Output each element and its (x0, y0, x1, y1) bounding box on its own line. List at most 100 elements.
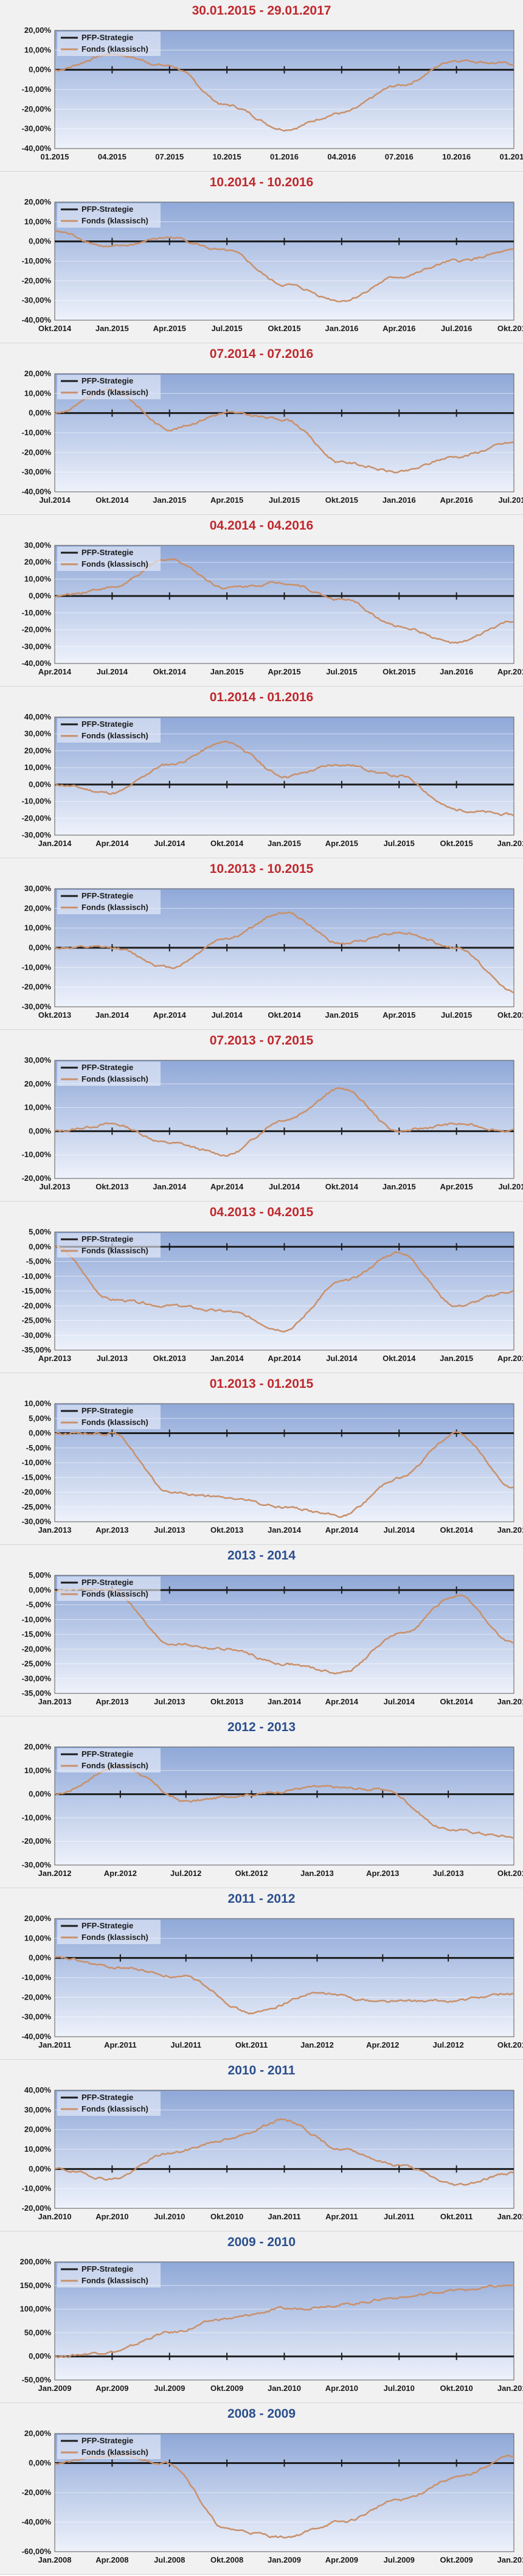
y-tick-label: -30,00% (22, 1860, 52, 1869)
x-tick-label: Jan.2009 (268, 2555, 301, 2564)
x-tick-label: Apr.2014 (268, 1354, 301, 1363)
chart-canvas: 20,00% 10,00% 0,00% -10,00% -20,00% -30,00% -4… (22, 26, 523, 161)
y-tick-label: -30,00% (22, 830, 52, 839)
chart-title: 07.2014 - 07.2016 (209, 347, 314, 361)
x-tick-label: Jan.2015 (325, 1010, 358, 1020)
x-tick-label: Jan.2009 (38, 2384, 72, 2393)
fund-series-line (54, 388, 514, 474)
y-tick-label: -10,00% (22, 1973, 52, 1982)
legend-label-strategy: PFP-Strategie (81, 376, 133, 385)
x-tick-label: Okt.2014 (153, 667, 187, 676)
legend-label-strategy: PFP-Strategie (81, 2264, 133, 2273)
chart-canvas: 40,00% 30,00% 20,00% 10,00% 0,00% -10,00% -20,… (22, 712, 523, 848)
x-tick-label: Jul.2013 (432, 1869, 463, 1878)
y-tick-label: -40,00% (22, 144, 52, 153)
x-tick-label: Jan.2016 (325, 324, 358, 333)
chart-panel: 10.2013 - 10.2015 30,00% 20,00% 10,00% 0,00%… (0, 858, 523, 1030)
x-tick-label: Jul.2012 (432, 2040, 463, 2049)
y-tick-label: -10,00% (22, 256, 52, 265)
x-tick-label: Jul.2011 (170, 2040, 201, 2049)
y-tick-label: 200,00% (20, 2257, 52, 2266)
y-tick-label: 50,00% (24, 2328, 52, 2337)
legend: PFP-Strategie Fonds (klassisch) (57, 32, 161, 56)
y-tick-label: 30,00% (24, 1055, 52, 1065)
y-tick-label: 10,00% (24, 574, 52, 583)
y-tick-label: 20,00% (24, 26, 52, 35)
x-tick-label: Okt.2014 (268, 1010, 301, 1020)
legend-label-fund: Fonds (klassisch) (81, 388, 148, 397)
x-tick-label: Jul.2015 (498, 1182, 523, 1191)
x-tick-label: Okt.2010 (210, 2212, 243, 2221)
legend: PFP-Strategie Fonds (klassisch) (57, 890, 161, 914)
legend: PFP-Strategie Fonds (klassisch) (57, 1748, 161, 1773)
legend-box (57, 2435, 161, 2459)
y-tick-label: -30,00% (22, 467, 52, 477)
x-tick-label: Jul.2014 (97, 667, 128, 676)
x-tick-label: Jul.2014 (326, 1354, 358, 1363)
y-tick-label: -10,00% (22, 1272, 52, 1281)
chart-panel: 2011 - 2012 20,00% 10,00% 0,00% -10,00% -20,0… (0, 1888, 523, 2060)
x-tick-label: 07.2015 (155, 152, 184, 161)
x-tick-label: Jul.2010 (154, 2212, 185, 2221)
x-tick-label: Apr.2015 (497, 1354, 523, 1363)
chart-panel: 2009 - 2010 200,00% 150,00% 100,00% 50,00% 0,… (0, 2231, 523, 2403)
y-tick-label: 10,00% (24, 1103, 52, 1112)
x-tick-label: Jan.2014 (95, 1010, 130, 1020)
legend-label-fund: Fonds (klassisch) (81, 2276, 148, 2285)
fund-series-line (54, 1956, 514, 2015)
x-tick-label: Jan.2010 (38, 2212, 72, 2221)
legend-label-fund: Fonds (klassisch) (81, 1761, 148, 1770)
x-tick-label: Apr.2013 (95, 1525, 128, 1535)
y-tick-label: -20,00% (22, 104, 52, 113)
legend-box (57, 547, 161, 571)
y-tick-label: 10,00% (24, 1766, 52, 1775)
chart-panel: 04.2013 - 04.2015 5,00% 0,00% -5,00% -10,00%… (0, 1202, 523, 1373)
legend-box (57, 718, 161, 743)
chart-canvas: 5,00% 0,00% -5,00% -10,00% -15,00% -20,00% -25… (22, 1570, 523, 1706)
y-tick-label: -20,00% (22, 1836, 52, 1846)
x-tick-label: Jan.2015 (95, 324, 129, 333)
y-tick-label: -10,00% (22, 962, 52, 971)
legend: PFP-Strategie Fonds (klassisch) (57, 1405, 161, 1429)
fund-series-line (55, 2284, 514, 2359)
x-tick-label: Jul.2015 (211, 324, 242, 333)
chart-panel: 07.2013 - 07.2015 30,00% 20,00% 10,00% 0,00%… (0, 1030, 523, 1202)
x-tick-label: Okt.2015 (383, 667, 415, 676)
y-tick-label: 5,00% (29, 1227, 51, 1236)
x-tick-label: Jan.2015 (210, 667, 244, 676)
chart-canvas: 20,00% 0,00% -20,00% -40,00% -60,00%Jan.2008… (22, 2429, 523, 2564)
y-tick-label: -20,00% (22, 2203, 52, 2213)
x-tick-label: Okt.2008 (210, 2555, 243, 2564)
y-tick-label: 20,00% (24, 558, 52, 567)
x-tick-label: Jul.2015 (441, 1010, 472, 1020)
x-tick-label: Jul.2010 (384, 2384, 415, 2393)
fund-series-line (54, 558, 514, 644)
x-tick-label: 10.2015 (213, 152, 241, 161)
legend-label-fund: Fonds (klassisch) (81, 2104, 148, 2113)
x-tick-label: Apr.2011 (104, 2040, 137, 2049)
x-tick-label: Jan.2014 (268, 1697, 302, 1706)
chart-title: 2008 - 2009 (227, 2407, 296, 2421)
x-tick-label: Jan.2015 (268, 839, 301, 848)
y-tick-label: 10,00% (24, 388, 52, 397)
x-tick-label: 01.2017 (500, 152, 523, 161)
y-tick-label: 0,00% (29, 1953, 51, 1962)
x-tick-label: 04.2015 (98, 152, 126, 161)
legend-box (57, 32, 161, 56)
fund-series-line (54, 911, 514, 994)
x-tick-label: Apr.2014 (210, 1182, 244, 1191)
fund-series-line (54, 1087, 514, 1157)
chart-title: 04.2013 - 04.2015 (209, 1205, 314, 1219)
y-tick-label: -20,00% (22, 1644, 52, 1653)
chart-title: 01.2014 - 01.2016 (209, 690, 314, 704)
legend: PFP-Strategie Fonds (klassisch) (57, 375, 161, 399)
x-tick-label: Jan.2014 (268, 1525, 302, 1535)
legend-label-fund: Fonds (klassisch) (81, 559, 148, 569)
x-tick-label: Jul.2014 (384, 1697, 415, 1706)
y-tick-label: -20,00% (22, 1301, 52, 1310)
y-tick-label: 20,00% (24, 1742, 52, 1751)
legend-label-fund: Fonds (klassisch) (81, 1074, 148, 1083)
y-tick-label: -25,00% (22, 1316, 52, 1325)
x-tick-label: Jul.2014 (211, 1010, 243, 1020)
y-tick-label: -10,00% (22, 1813, 52, 1822)
